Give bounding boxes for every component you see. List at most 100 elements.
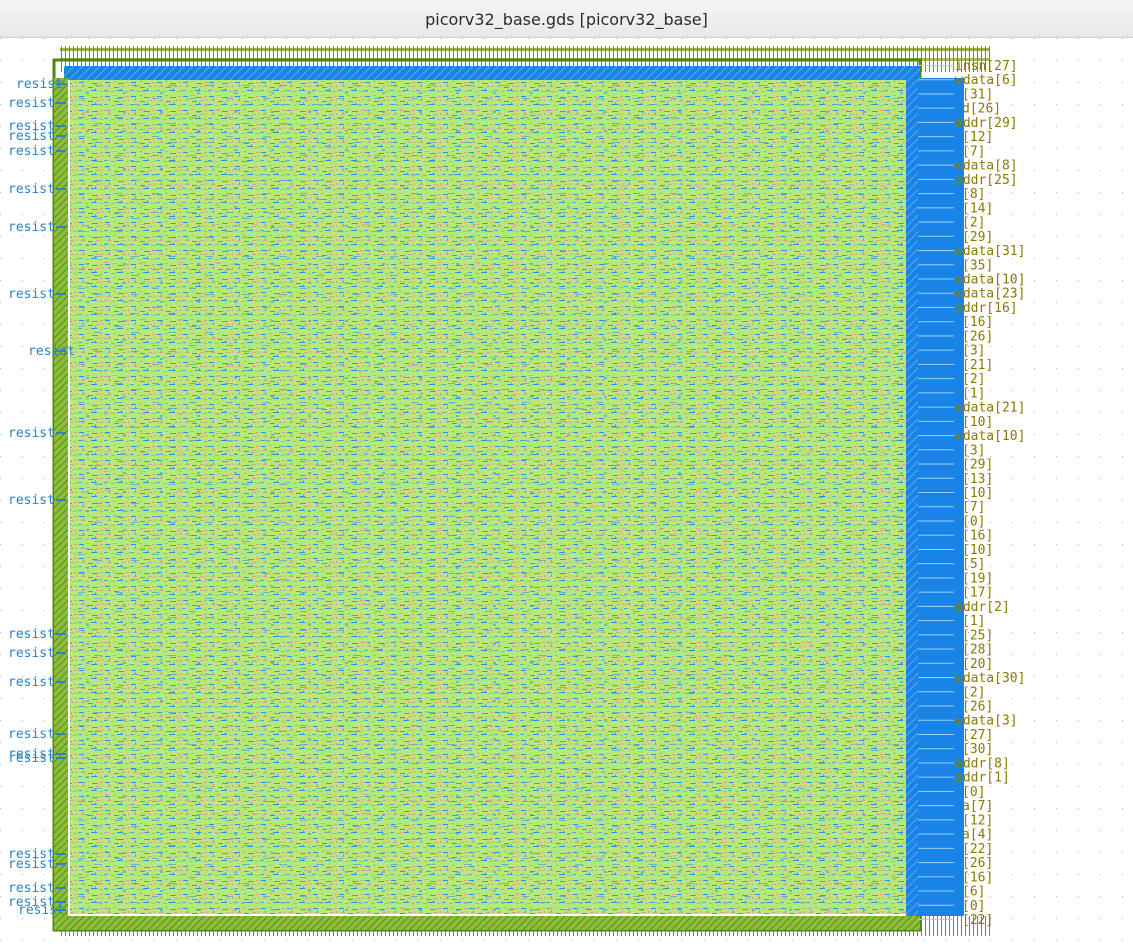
right-pin-label: [7] <box>962 500 985 515</box>
right-pin-tick <box>918 563 954 565</box>
right-pin-label: wdata[10] <box>955 273 1025 288</box>
right-pin-label: wdata[21] <box>955 401 1025 416</box>
right-pin-tick <box>918 321 954 323</box>
left-pin-tick <box>56 293 66 295</box>
right-pin-label: addr[29] <box>955 116 1018 131</box>
right-pin-label: [3] <box>962 344 985 359</box>
left-pin-tick <box>56 901 66 903</box>
left-pin-label: resist <box>8 857 55 872</box>
right-pin-tick <box>918 420 954 422</box>
left-pin-label: resist <box>8 751 55 766</box>
right-pin-tick <box>918 833 954 835</box>
right-pin-tick <box>918 677 954 679</box>
right-pin-tick <box>918 335 954 337</box>
right-pin-label: [35] <box>962 258 993 273</box>
right-pin-label: [7] <box>962 144 985 159</box>
right-pin-tick <box>918 107 954 109</box>
right-pin-label: [2] <box>962 216 985 231</box>
gds-layout-view[interactable]: resistresistresistresistresistresistresi… <box>0 38 1133 948</box>
right-pin-label: [17] <box>962 586 993 601</box>
right-pin-tick <box>918 662 954 664</box>
right-pin-label: addr[1] <box>955 771 1010 786</box>
right-pin-label: [10] <box>962 486 993 501</box>
right-pin-tick <box>918 904 954 906</box>
right-pin-tick <box>918 776 954 778</box>
right-pin-tick <box>918 591 954 593</box>
left-pin-tick <box>56 633 66 635</box>
left-pin-tick <box>56 102 66 104</box>
right-pin-tick <box>918 349 954 351</box>
left-pin-tick <box>56 652 66 654</box>
right-pin-tick <box>918 733 954 735</box>
left-pin-tick <box>56 753 66 755</box>
right-pin-tick <box>918 278 954 280</box>
right-pin-label: [2] <box>962 685 985 700</box>
right-pin-tick <box>918 292 954 294</box>
right-pin-label: [13] <box>962 472 993 487</box>
right-pin-label: wdata[10] <box>955 429 1025 444</box>
right-pin-label: [2] <box>962 372 985 387</box>
left-pin-tick <box>56 733 66 735</box>
right-pin-label: a[7] <box>962 799 993 814</box>
left-pin-label: resist <box>8 220 55 235</box>
window-titlebar[interactable]: picorv32_base.gds [picorv32_base] <box>0 0 1133 38</box>
right-pin-labels: insn[27]wdata[6][31]d[26]addr[29][12][7]… <box>918 59 1025 928</box>
left-pin-label: resist <box>8 881 55 896</box>
right-pin-tick <box>918 719 954 721</box>
right-pin-tick <box>918 406 954 408</box>
right-pin-label: [28] <box>962 643 993 658</box>
right-pin-tick <box>918 705 954 707</box>
left-pin-tick <box>56 188 66 190</box>
right-pin-label: addr[16] <box>955 301 1018 316</box>
right-pin-label: insn[27] <box>955 59 1018 74</box>
right-pin-tick <box>918 605 954 607</box>
right-pin-label: wdata[3] <box>955 714 1018 729</box>
left-pin-tick <box>56 125 66 127</box>
right-pin-label: [0] <box>962 514 985 529</box>
right-pin-tick <box>918 221 954 223</box>
right-pin-label: [0] <box>962 785 985 800</box>
right-pin-tick <box>918 634 954 636</box>
right-pin-tick <box>918 463 954 465</box>
left-pin-tick <box>56 432 66 434</box>
right-pin-label: [29] <box>962 458 993 473</box>
window-title: picorv32_base.gds [picorv32_base] <box>425 10 708 29</box>
right-pin-label: [1] <box>962 386 985 401</box>
right-pin-label: [26] <box>962 856 993 871</box>
right-pin-tick <box>918 363 954 365</box>
left-pin-tick <box>56 499 66 501</box>
right-pin-label: [12] <box>962 130 993 145</box>
right-pin-tick <box>918 862 954 864</box>
right-pin-label: addr[2] <box>955 600 1010 615</box>
left-pin-label: resist <box>8 727 55 742</box>
right-pin-label: [27] <box>962 728 993 743</box>
left-pin-tick <box>56 681 66 683</box>
left-pin-tick <box>56 83 66 85</box>
right-pin-tick <box>918 748 954 750</box>
right-pin-tick <box>918 890 954 892</box>
left-pin-tick <box>56 887 66 889</box>
right-pin-tick <box>918 435 954 437</box>
bottom-green-edge <box>54 916 920 930</box>
right-pin-tick <box>918 378 954 380</box>
left-pin-tick <box>56 909 66 911</box>
right-pin-label: [21] <box>962 358 993 373</box>
right-pin-label: d[26] <box>962 102 1001 117</box>
io-ring-right <box>906 66 920 922</box>
right-pin-label: a[4] <box>962 828 993 843</box>
right-pin-tick <box>918 392 954 394</box>
left-pin-label: resist <box>8 426 55 441</box>
right-pin-tick <box>918 449 954 451</box>
left-pin-label: resist <box>8 144 55 159</box>
right-pin-tick <box>918 577 954 579</box>
right-pin-label: [16] <box>962 870 993 885</box>
left-pin-label: resist <box>8 895 55 910</box>
right-pin-tick <box>918 847 954 849</box>
right-pin-label: [26] <box>962 700 993 715</box>
right-pin-label: [5] <box>962 557 985 572</box>
left-pin-tick <box>56 135 66 137</box>
right-pin-tick <box>918 790 954 792</box>
io-ring-top <box>64 66 916 80</box>
right-pin-label: wdata[30] <box>955 671 1025 686</box>
layout-canvas[interactable]: resist resist resist resist resist resist resi… <box>0 38 1133 948</box>
